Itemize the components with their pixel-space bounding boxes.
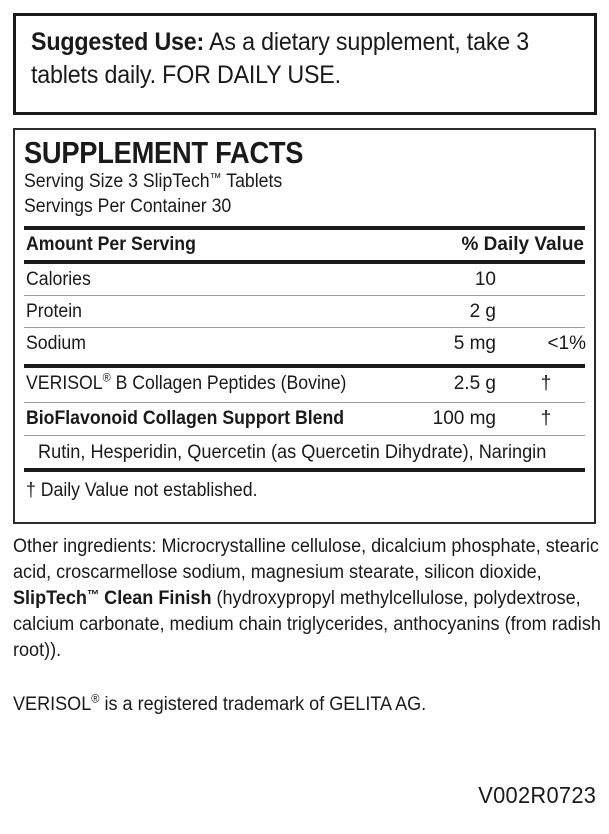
trademark-note: VERISOL® is a registered trademark of GE…	[13, 692, 426, 718]
other-ingredients-part2: (hydroxypropyl methylcellulose, polydext…	[13, 588, 601, 661]
nutrient-amount: 2 g	[469, 301, 496, 322]
row-divider	[24, 402, 585, 403]
blend-name: BioFlavonoid Collagen Support Blend	[26, 408, 345, 429]
trademark-icon: ™	[209, 170, 222, 186]
table-row: BioFlavonoid Collagen Support Blend 100 …	[24, 403, 585, 435]
nutrient-daily-value: <1%	[547, 333, 586, 354]
nutrient-name: Protein	[26, 301, 82, 322]
registered-trademark-icon: ®	[102, 371, 111, 385]
sliptech-brand-name: SlipTech	[13, 588, 87, 609]
sliptech-clean-finish: Clean Finish	[99, 588, 212, 609]
version-code: V002R0723	[478, 782, 596, 808]
trademark-icon: ™	[86, 587, 100, 603]
table-row: Calories 10	[24, 264, 585, 295]
rule-below-amount-header	[24, 260, 585, 264]
other-ingredients-part1: Other ingredients: Microcrystalline cell…	[13, 536, 599, 583]
trademark-note-post: is a registered trademark of GELITA AG.	[99, 694, 427, 715]
ingredient-name: VERISOL® B Collagen Peptides (Bovine)	[26, 371, 347, 394]
row-divider	[24, 435, 585, 436]
nutrient-amount: 10	[474, 269, 496, 290]
blend-amount: 100 mg	[432, 408, 496, 429]
other-ingredients-paragraph: Other ingredients: Microcrystalline cell…	[13, 534, 602, 664]
table-row: VERISOL® B Collagen Peptides (Bovine) 2.…	[24, 368, 585, 402]
nutrient-amount: 5 mg	[453, 333, 496, 354]
suggested-use-body: As a dietary supplement, take 3 tablets …	[31, 28, 530, 89]
registered-trademark-icon: ®	[91, 692, 100, 706]
table-row: Protein 2 g	[24, 296, 585, 327]
servings-per-container-line: Servings Per Container 30	[24, 196, 232, 217]
rule-above-ingredients	[24, 364, 585, 368]
serving-size-line: Serving Size 3 SlipTech™ Tablets	[24, 170, 283, 192]
suggested-use-box: Suggested Use: As a dietary supplement, …	[13, 13, 597, 115]
footnote-row: † Daily Value not established.	[24, 472, 585, 506]
supplement-facts-panel: SUPPLEMENT FACTS Serving Size 3 SlipTech…	[13, 128, 596, 524]
blend-components-row: Rutin, Hesperidin, Quercetin (as Quercet…	[24, 436, 585, 468]
daily-value-footnote: † Daily Value not established.	[26, 480, 258, 501]
blend-daily-value: †	[540, 408, 552, 429]
suggested-use-heading: Suggested Use:	[31, 28, 205, 56]
rule-above-amount-header	[24, 226, 585, 230]
table-row: Sodium 5 mg <1%	[24, 328, 586, 359]
rule-above-footnote	[24, 468, 585, 472]
table-header-row: Amount Per Serving % Daily Value	[24, 230, 585, 260]
amount-per-serving-header: Amount Per Serving	[26, 234, 196, 255]
daily-value-header: % Daily Value	[461, 234, 584, 255]
ingredient-amount: 2.5 g	[453, 373, 496, 394]
row-divider	[24, 327, 585, 328]
row-divider	[24, 295, 585, 296]
trademark-note-pre: VERISOL	[13, 694, 92, 715]
blend-components: Rutin, Hesperidin, Quercetin (as Quercet…	[38, 442, 547, 463]
sliptech-brand: SlipTech™ Clean Finish	[13, 588, 211, 609]
supplement-facts-title: SUPPLEMENT FACTS	[24, 135, 304, 170]
nutrient-name: Calories	[26, 269, 91, 290]
suggested-use-text: Suggested Use: As a dietary supplement, …	[31, 26, 589, 92]
ingredient-daily-value: †	[540, 373, 552, 394]
nutrient-name: Sodium	[26, 333, 86, 354]
